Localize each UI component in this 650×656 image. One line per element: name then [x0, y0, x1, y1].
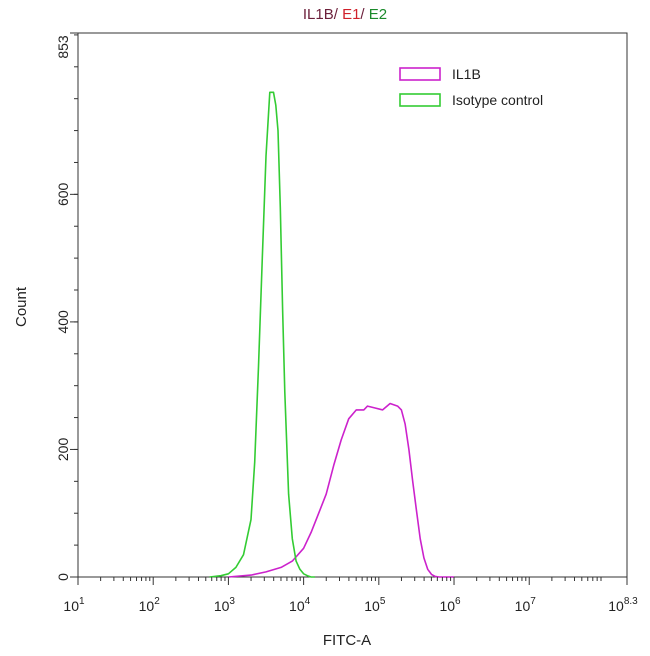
x-tick-label: 104 [289, 596, 311, 614]
x-tick-label: 105 [364, 596, 386, 614]
y-tick-label: 200 [55, 438, 71, 462]
y-tick-label: 600 [55, 182, 71, 206]
legend-swatch [399, 67, 441, 81]
x-tick-label: 108.3 [608, 596, 638, 614]
series-line-1 [209, 91, 315, 578]
x-tick-label: 101 [63, 596, 85, 614]
x-axis-ticks: 101 102 103 104 105 106 107 108.3 [63, 577, 638, 614]
x-tick-label: 102 [139, 596, 161, 614]
series-line-0 [228, 402, 454, 578]
plot-frame [77, 32, 628, 578]
title-part: IL1B [303, 6, 334, 23]
legend-label: Isotype control [452, 92, 543, 108]
title-part: E1 [342, 6, 360, 23]
x-tick-label: 107 [515, 596, 537, 614]
y-tick-label: 0 [55, 573, 71, 581]
title-part: E2 [369, 6, 387, 23]
series-layer [209, 91, 454, 578]
y-axis-ticks: 0 200 400 600 853 [55, 32, 78, 581]
y-tick-label: 853 [55, 35, 71, 59]
x-axis-title: FITC-A [323, 632, 371, 649]
chart-title: IL1B/ E1/ E2 [303, 6, 387, 23]
y-axis-title: Count [13, 286, 30, 327]
legend: IL1B Isotype control [399, 66, 543, 108]
title-part: / [360, 6, 368, 23]
x-tick-label: 103 [214, 596, 236, 614]
title-part: / [334, 6, 342, 23]
x-tick-label: 106 [439, 596, 461, 614]
legend-label: IL1B [452, 66, 481, 82]
y-tick-label: 400 [55, 310, 71, 334]
legend-swatch [399, 93, 441, 107]
